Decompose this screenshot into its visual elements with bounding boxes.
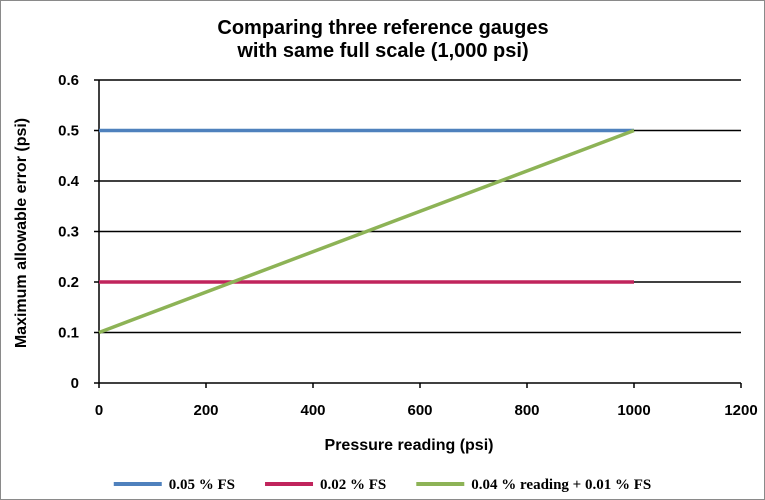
- x-tick-label-5: 1000: [617, 402, 650, 419]
- y-axis-title: Maximum allowable error (psi): [13, 118, 30, 348]
- y-tick-label-0: 0: [71, 375, 79, 392]
- series-layer: [98, 128, 635, 335]
- y-tick-label-2: 0.2: [58, 274, 79, 291]
- y-tick-label-1: 0.1: [58, 325, 79, 342]
- x-tick-label-4: 800: [514, 402, 539, 419]
- x-tick-label-6: 1200: [724, 402, 757, 419]
- legend-label-0: 0.05 % FS: [169, 477, 235, 493]
- x-tick-label-0: 0: [95, 402, 103, 419]
- y-tick-label-4: 0.4: [58, 173, 80, 190]
- chart-title-line-2: with same full scale (1,000 psi): [236, 40, 528, 62]
- y-tick-label-5: 0.5: [58, 123, 79, 140]
- legend-label-2: 0.04 % reading + 0.01 % FS: [471, 477, 651, 493]
- y-tick-label-3: 0.3: [58, 224, 79, 241]
- legend-item-0: 0.05 % FS: [113, 477, 235, 493]
- legend-item-1: 0.02 % FS: [265, 477, 386, 493]
- x-tick-label-1: 200: [193, 402, 218, 419]
- x-tick-label-2: 400: [300, 402, 325, 419]
- tick-label-layer: 0 0.1 0.2 0.3 0.4 0.5 0.6 0 200 400 600 800 1000 1200: [58, 72, 758, 419]
- series-line-2: [98, 128, 635, 335]
- chart-title-line-1: Comparing three reference gauges: [217, 17, 548, 39]
- legend: 0.05 % FS 0.02 % FS 0.04 % reading + 0.01 …: [113, 477, 651, 493]
- y-tick-label-6: 0.6: [58, 72, 79, 89]
- axis-layer: [94, 79, 742, 388]
- legend-label-1: 0.02 % FS: [320, 477, 386, 493]
- x-axis-title: Pressure reading (psi): [325, 437, 494, 454]
- legend-item-2: 0.04 % reading + 0.01 % FS: [416, 477, 651, 493]
- x-tick-label-3: 600: [407, 402, 432, 419]
